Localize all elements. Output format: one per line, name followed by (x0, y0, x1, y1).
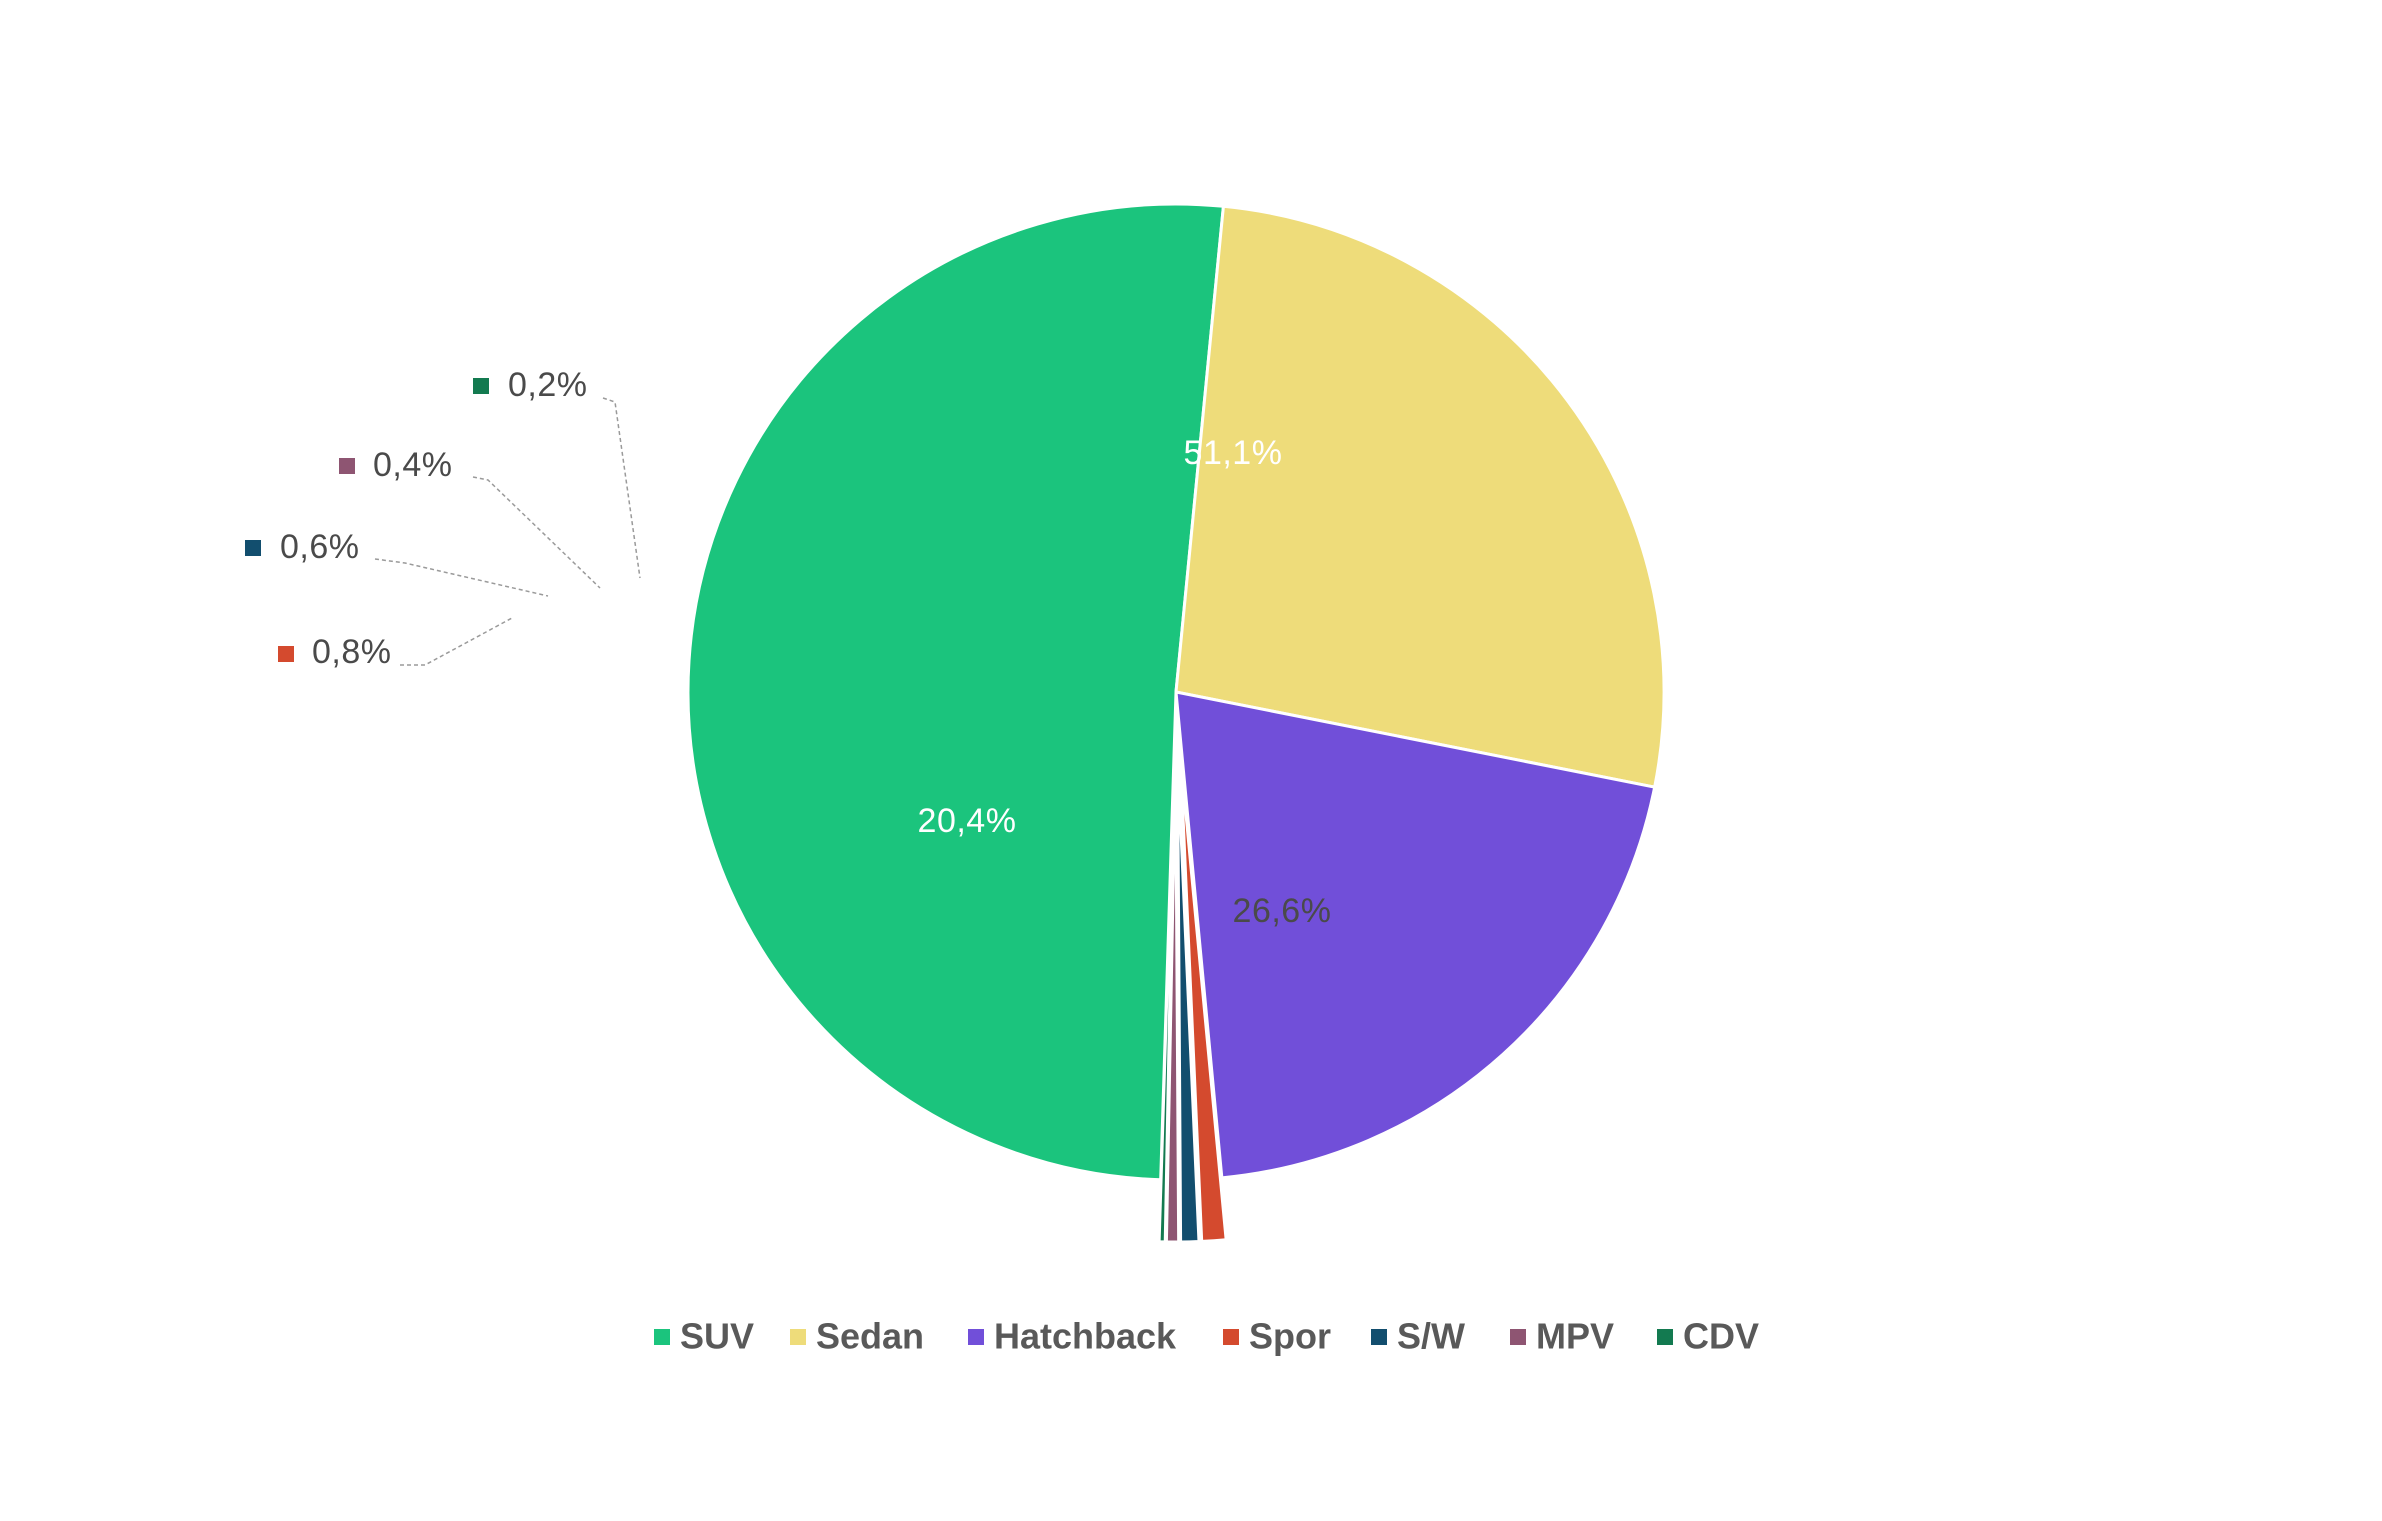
legend-label-cdv: CDV (1683, 1316, 1759, 1357)
legend-swatch-spor (1223, 1329, 1239, 1345)
legend-item-s-w: S/W (1371, 1316, 1465, 1357)
legend-item-mpv: MPV (1510, 1316, 1614, 1357)
data-label-mpv: 0,4% (373, 446, 453, 484)
legend-label-s-w: S/W (1397, 1316, 1465, 1357)
legend-item-sedan: Sedan (790, 1316, 924, 1357)
data-label-cdv: 0,2% (508, 366, 588, 404)
leader-line-spor (400, 617, 513, 666)
legend-item-spor: Spor (1223, 1316, 1331, 1357)
pie-slice-s-w (1176, 752, 1201, 1244)
legend-swatch-sedan (790, 1329, 806, 1345)
legend-swatch-hatchback (968, 1329, 984, 1345)
legend-swatch-cdv (1657, 1329, 1673, 1345)
data-label-sedan: 26,6% (1233, 892, 1332, 930)
pie-slice-sedan (1174, 204, 1666, 789)
leader-line-mpv (472, 476, 601, 589)
data-label-hatchback: 20,4% (918, 802, 1017, 840)
leader-lines (374, 397, 641, 666)
pie-slice-spor (1178, 752, 1228, 1243)
data-label-marker-cdv (473, 378, 489, 394)
legend-item-suv: SUV (654, 1316, 754, 1357)
legend-label-mpv: MPV (1536, 1316, 1614, 1357)
legend-item-cdv: CDV (1657, 1316, 1759, 1357)
leader-line-s-w (374, 558, 549, 597)
pie-slice-cdv (1157, 752, 1176, 1244)
data-label-marker-s-w (245, 540, 261, 556)
data-label-marker-mpv (339, 458, 355, 474)
legend-swatch-mpv (1510, 1329, 1526, 1345)
data-labels: 51,1% 26,6% 20,4% 0,8% 0,6% 0,4% 0,2% (245, 366, 1331, 930)
pie-slice-suv (686, 202, 1225, 1182)
pie-slices (686, 202, 1666, 1244)
data-label-s-w: 0,6% (280, 528, 360, 566)
legend-swatch-s-w (1371, 1329, 1387, 1345)
leader-line-cdv (602, 397, 641, 579)
legend-item-hatchback: Hatchback (968, 1316, 1177, 1357)
legend-label-sedan: Sedan (816, 1316, 924, 1357)
data-label-spor: 0,8% (312, 633, 392, 671)
legend: SUV Sedan Hatchback Spor S/W MPV CDV (654, 1316, 1759, 1357)
legend-label-spor: Spor (1249, 1316, 1331, 1357)
data-label-suv: 51,1% (1184, 434, 1283, 472)
legend-label-suv: SUV (680, 1316, 754, 1357)
pie-slice-hatchback (1174, 690, 1657, 1180)
data-label-marker-spor (278, 646, 294, 662)
legend-label-hatchback: Hatchback (994, 1316, 1177, 1357)
legend-swatch-suv (654, 1329, 670, 1345)
